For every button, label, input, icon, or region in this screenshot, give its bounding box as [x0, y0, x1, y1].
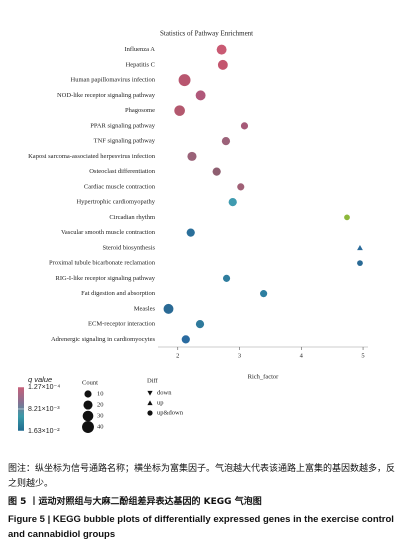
bubble [357, 260, 363, 267]
x-tick-label: 5 [361, 352, 364, 359]
bubble [186, 228, 195, 237]
marker [147, 410, 153, 416]
shape-label: up&down [157, 409, 184, 416]
y-tick-label: Osteoclast differentiation [89, 168, 156, 175]
bubble [174, 105, 185, 116]
y-tick-label: Human papillomavirus infection [71, 77, 156, 84]
bubble [228, 198, 237, 207]
size-label: 40 [97, 423, 104, 430]
y-tick-label: Influenza A [124, 46, 155, 53]
y-tick-label: Adrenergic signaling in cardiomyocytes [51, 336, 156, 343]
shape-label: up [157, 399, 164, 406]
shape-legend-title: Diff [147, 377, 159, 384]
caption-title-en: Figure 5 | KEGG bubble plots of differen… [8, 514, 394, 540]
marker [147, 390, 153, 396]
y-tick-label: Fat digestion and absorption [81, 290, 156, 297]
y-tick-label: Cardiac muscle contraction [84, 183, 156, 190]
bubble [240, 122, 249, 130]
y-tick-label: Hepatitis C [126, 61, 155, 68]
bubble [195, 90, 206, 101]
y-tick-label: Vascular smooth muscle contraction [61, 229, 156, 236]
y-tick-label: TNF signaling pathway [94, 138, 156, 145]
size-key [83, 400, 93, 410]
size-legend-title: Count [82, 379, 98, 386]
caption-note: 图注：纵坐标为信号通路名称；横坐标为富集因子。气泡越大代表该通路上富集的基因数越… [8, 464, 396, 489]
y-tick-label: Measles [134, 305, 156, 312]
bubble [178, 74, 191, 87]
color-tick-label: 1.63×10⁻² [28, 428, 60, 435]
size-key [82, 421, 94, 433]
bubble [344, 214, 350, 221]
color-tick-label: 1.27×10⁻⁴ [28, 384, 60, 391]
x-axis-label: Rich_factor [248, 373, 280, 380]
x-tick-label: 2 [176, 352, 179, 359]
y-tick-label: Kaposi sarcoma-associated herpesvirus in… [28, 153, 156, 160]
bubble [195, 320, 205, 329]
bubble [260, 290, 268, 298]
bubble [217, 59, 228, 70]
shape-label: down [157, 389, 172, 396]
y-tick-label: Phagosome [125, 107, 155, 114]
size-label: 10 [97, 390, 104, 397]
y-tick-label: PPAR signaling pathway [90, 122, 156, 129]
bubble [216, 44, 227, 55]
x-tick-label: 3 [238, 352, 241, 359]
caption-title-cn: 图 5 丨运动对照组与大麻二酚组差异表达基因的 KEGG 气泡图 [8, 497, 262, 507]
size-key [84, 390, 92, 398]
bubble [187, 151, 197, 161]
x-tick-label: 4 [300, 352, 304, 359]
y-tick-label: Proximal tubule bicarbonate reclamation [49, 260, 156, 267]
bubble [181, 335, 190, 344]
bubble [212, 167, 221, 176]
size-key [82, 410, 94, 422]
color-tick-label: 8.21×10⁻³ [28, 406, 60, 413]
chart: Statistics of Pathway Enrichment Rich_fa… [18, 30, 368, 435]
marker [147, 400, 153, 406]
bubble [163, 303, 174, 314]
bubble [237, 183, 245, 191]
color-legend-title: q value [28, 375, 52, 384]
y-tick-label: RIG-I-like receptor signaling pathway [56, 275, 156, 282]
y-tick-label: Steroid biosynthesis [102, 244, 155, 251]
size-label: 20 [97, 401, 104, 408]
size-label: 30 [97, 412, 104, 419]
bubble [221, 137, 231, 146]
bubble [222, 274, 231, 282]
y-tick-label: Hypertrophic cardiomyopathy [76, 199, 155, 206]
y-tick-label: ECM-receptor interaction [88, 321, 156, 328]
y-tick-label: NOD-like receptor signaling pathway [57, 92, 156, 99]
y-tick-label: Circadian rhythm [109, 214, 155, 221]
chart-title: Statistics of Pathway Enrichment [160, 30, 253, 38]
bubble [357, 244, 363, 251]
